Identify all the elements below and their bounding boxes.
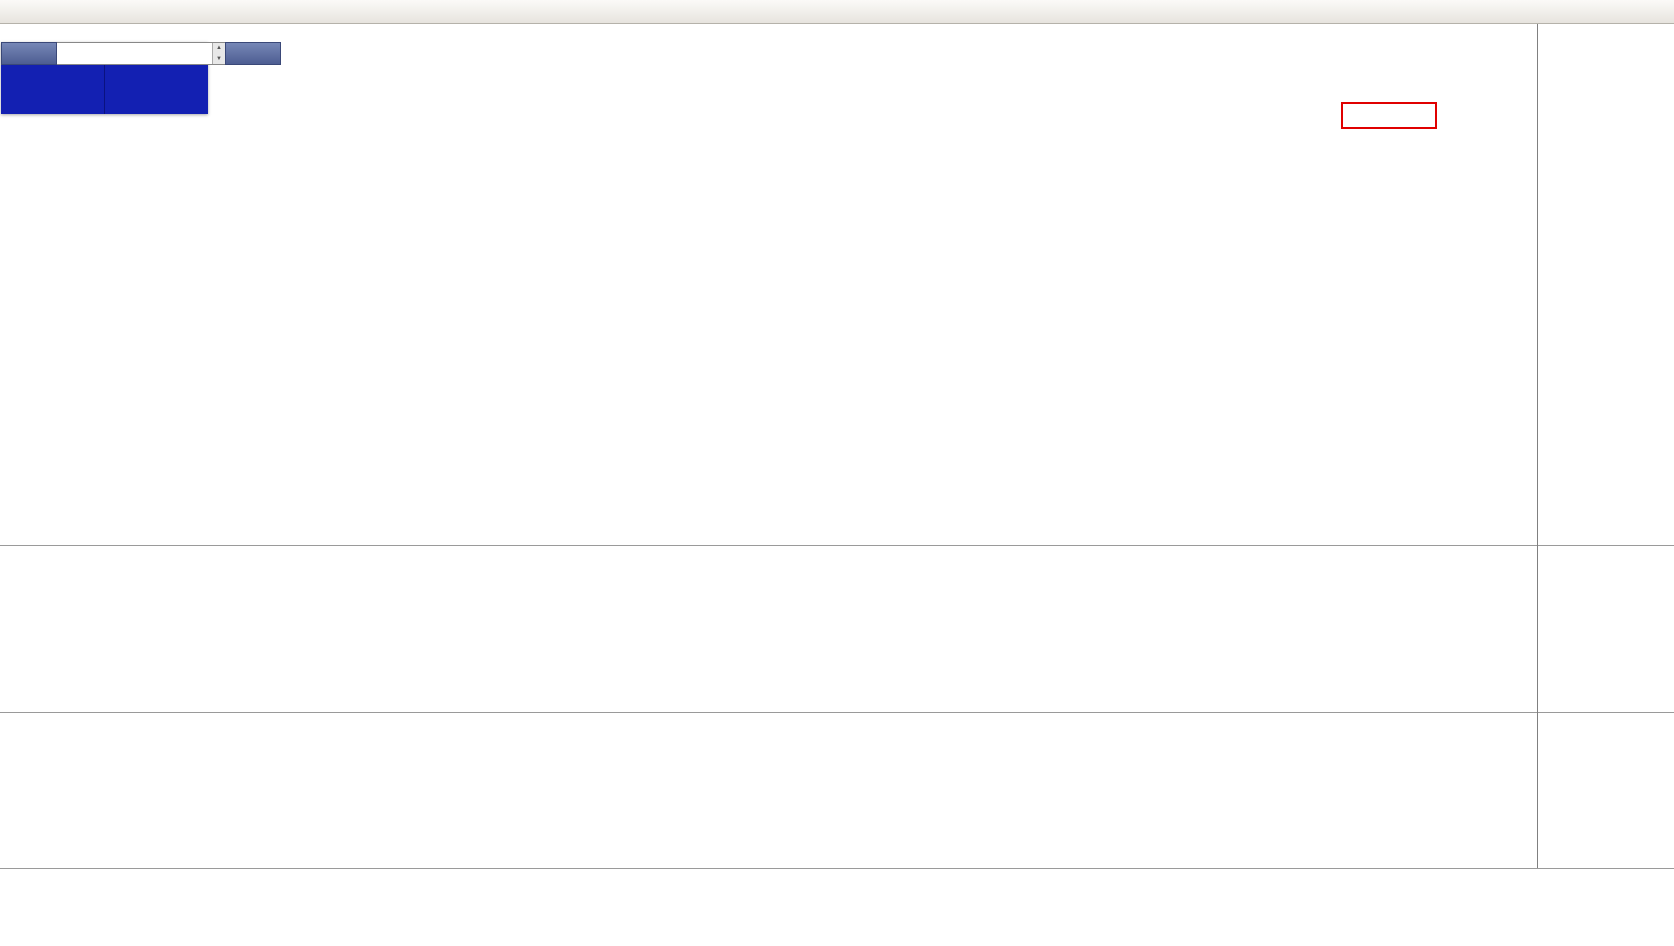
macd-panel — [0, 545, 1674, 712]
macd-chart[interactable] — [0, 546, 1537, 713]
toolbar — [0, 0, 1674, 24]
price-level-label[interactable] — [1341, 102, 1437, 129]
time-axis[interactable] — [0, 868, 1674, 946]
ask-price[interactable] — [105, 65, 208, 114]
volume-increase-button[interactable]: ▲ — [213, 43, 225, 54]
axis-divider — [1537, 24, 1538, 868]
macd-label — [5, 549, 18, 561]
price-axis[interactable] — [1537, 24, 1674, 545]
rsi-axis[interactable] — [1537, 713, 1674, 868]
volume-spinner: ▲ ▼ — [212, 43, 225, 64]
macd-axis[interactable] — [1537, 546, 1674, 712]
rsi-chart[interactable] — [0, 713, 1537, 869]
chart-title — [5, 27, 17, 39]
volume-decrease-button[interactable]: ▼ — [213, 53, 225, 64]
bid-price[interactable] — [1, 65, 105, 114]
sell-button[interactable] — [1, 42, 57, 65]
candlestick-chart[interactable] — [0, 24, 1537, 545]
buy-button[interactable] — [225, 42, 281, 65]
volume-field: ▲ ▼ — [57, 42, 225, 65]
volume-input[interactable] — [57, 43, 212, 64]
one-click-trading-panel: ▲ ▼ — [1, 42, 281, 114]
main-chart-panel: ▲ ▼ — [0, 24, 1674, 545]
rsi-panel — [0, 712, 1674, 868]
rsi-label — [5, 716, 12, 728]
